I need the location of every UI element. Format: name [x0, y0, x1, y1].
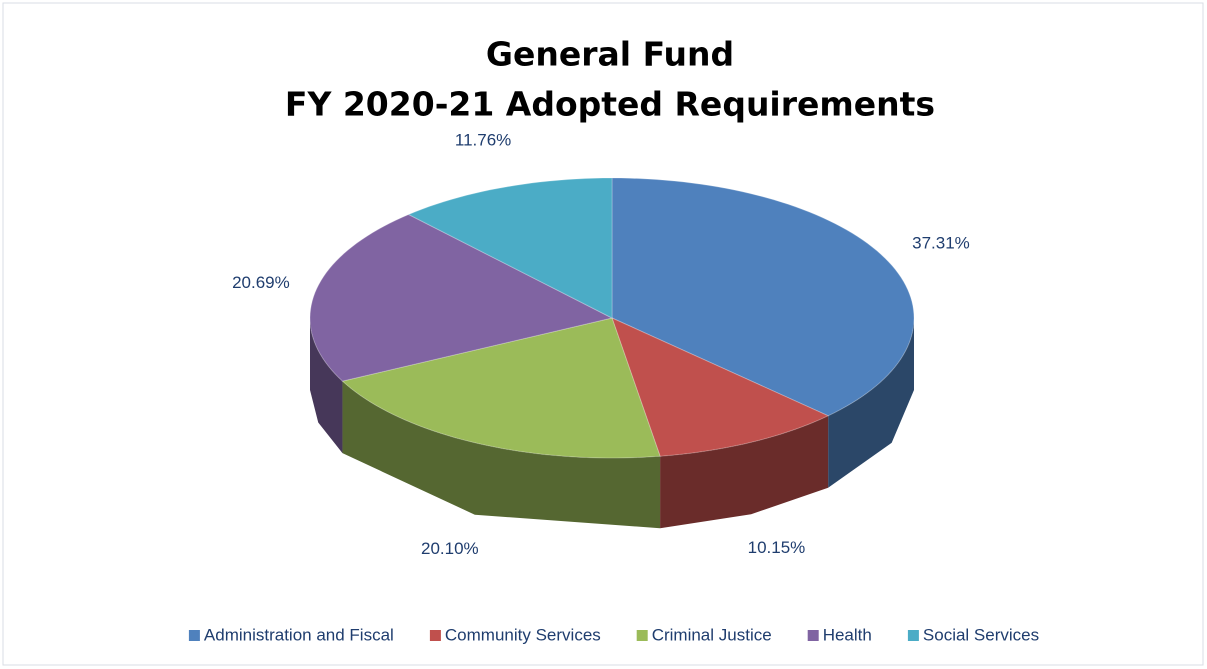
value-label: 11.76% — [455, 130, 511, 149]
chart-title: General Fund — [486, 35, 734, 74]
legend-item: Criminal Justice — [636, 625, 772, 644]
value-label: 20.69% — [232, 273, 290, 292]
value-label: 37.31% — [912, 234, 970, 253]
slice-side — [342, 381, 661, 529]
legend-text: Criminal Justice — [652, 625, 772, 644]
legend-text: Administration and Fiscal — [204, 625, 394, 644]
legend-text: Social Services — [923, 625, 1039, 644]
slice — [341, 317, 661, 459]
slice — [611, 317, 830, 457]
value-label: 20.10% — [421, 539, 479, 558]
legend-item: Health — [807, 625, 872, 644]
slice-side — [310, 318, 343, 454]
value-label: 10.15% — [748, 538, 806, 557]
legend-swatch — [636, 630, 648, 641]
legend-item: Community Services — [429, 625, 601, 644]
legend-item: Social Services — [907, 625, 1039, 644]
slice — [407, 177, 613, 319]
legend-swatch — [907, 630, 919, 641]
legend-swatch — [188, 630, 200, 641]
legend: Administration and Fiscal Community Servi… — [188, 625, 1039, 644]
legend-text: Community Services — [445, 625, 601, 644]
slice — [309, 213, 614, 382]
legend-text: Health — [823, 625, 872, 644]
slice-side — [828, 318, 914, 488]
legend-swatch — [807, 630, 819, 641]
slice — [611, 177, 915, 417]
slice-side — [660, 415, 829, 529]
legend-item: Administration and Fiscal — [188, 625, 394, 644]
value-labels: 37.31% 10.15% 20.10% 20.69% 11.76% — [232, 130, 970, 557]
legend-swatch — [429, 630, 441, 641]
pie-sides — [310, 318, 914, 529]
chart-subtitle: FY 2020-21 Adopted Requirements — [285, 85, 935, 124]
pie-tops — [309, 177, 915, 459]
